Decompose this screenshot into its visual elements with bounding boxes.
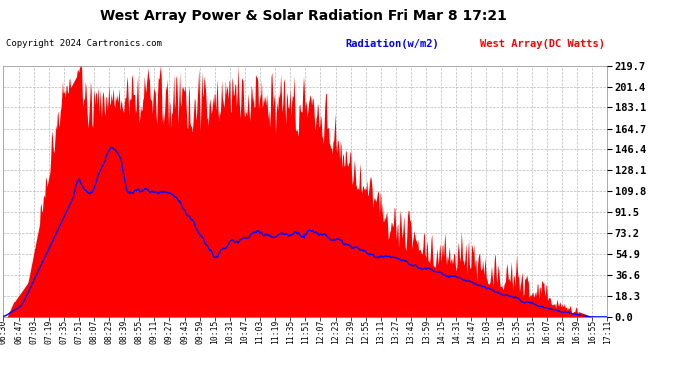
- Text: 14:31: 14:31: [452, 320, 461, 344]
- Text: 13:11: 13:11: [376, 320, 385, 344]
- Text: 14:15: 14:15: [437, 320, 446, 344]
- Text: 06:30: 06:30: [0, 320, 8, 344]
- Text: 16:07: 16:07: [542, 320, 551, 344]
- Text: 13:59: 13:59: [422, 320, 431, 344]
- Text: 15:35: 15:35: [512, 320, 521, 344]
- Text: 09:27: 09:27: [165, 320, 174, 344]
- Text: 11:19: 11:19: [270, 320, 279, 344]
- Text: 16:55: 16:55: [588, 320, 597, 344]
- Text: West Array Power & Solar Radiation Fri Mar 8 17:21: West Array Power & Solar Radiation Fri M…: [100, 9, 507, 23]
- Text: 15:03: 15:03: [482, 320, 491, 344]
- Text: 07:19: 07:19: [44, 320, 53, 344]
- Text: 07:51: 07:51: [75, 320, 83, 344]
- Text: 09:43: 09:43: [180, 320, 189, 344]
- Text: 17:11: 17:11: [602, 320, 612, 344]
- Text: Radiation(w/m2): Radiation(w/m2): [345, 39, 439, 50]
- Text: Copyright 2024 Cartronics.com: Copyright 2024 Cartronics.com: [6, 39, 161, 48]
- Text: 14:47: 14:47: [467, 320, 476, 344]
- Text: 16:23: 16:23: [558, 320, 566, 344]
- Text: 09:59: 09:59: [195, 320, 204, 344]
- Text: 12:39: 12:39: [346, 320, 355, 344]
- Text: 08:39: 08:39: [119, 320, 129, 344]
- Text: 11:51: 11:51: [301, 320, 310, 344]
- Text: 10:47: 10:47: [240, 320, 250, 344]
- Text: 09:11: 09:11: [150, 320, 159, 344]
- Text: 12:55: 12:55: [361, 320, 371, 344]
- Text: 11:03: 11:03: [255, 320, 264, 344]
- Text: 06:47: 06:47: [14, 320, 23, 344]
- Text: 11:35: 11:35: [286, 320, 295, 344]
- Text: 16:39: 16:39: [573, 320, 582, 344]
- Text: 15:19: 15:19: [497, 320, 506, 344]
- Text: 07:03: 07:03: [29, 320, 38, 344]
- Text: 10:31: 10:31: [226, 320, 235, 344]
- Text: 08:07: 08:07: [90, 320, 99, 344]
- Text: 15:51: 15:51: [527, 320, 536, 344]
- Text: 13:27: 13:27: [391, 320, 400, 344]
- Text: 08:55: 08:55: [135, 320, 144, 344]
- Text: 10:15: 10:15: [210, 320, 219, 344]
- Text: West Array(DC Watts): West Array(DC Watts): [480, 39, 604, 50]
- Text: 08:23: 08:23: [105, 320, 114, 344]
- Text: 12:23: 12:23: [331, 320, 340, 344]
- Text: 12:07: 12:07: [316, 320, 325, 344]
- Text: 13:43: 13:43: [406, 320, 415, 344]
- Text: 07:35: 07:35: [59, 320, 68, 344]
